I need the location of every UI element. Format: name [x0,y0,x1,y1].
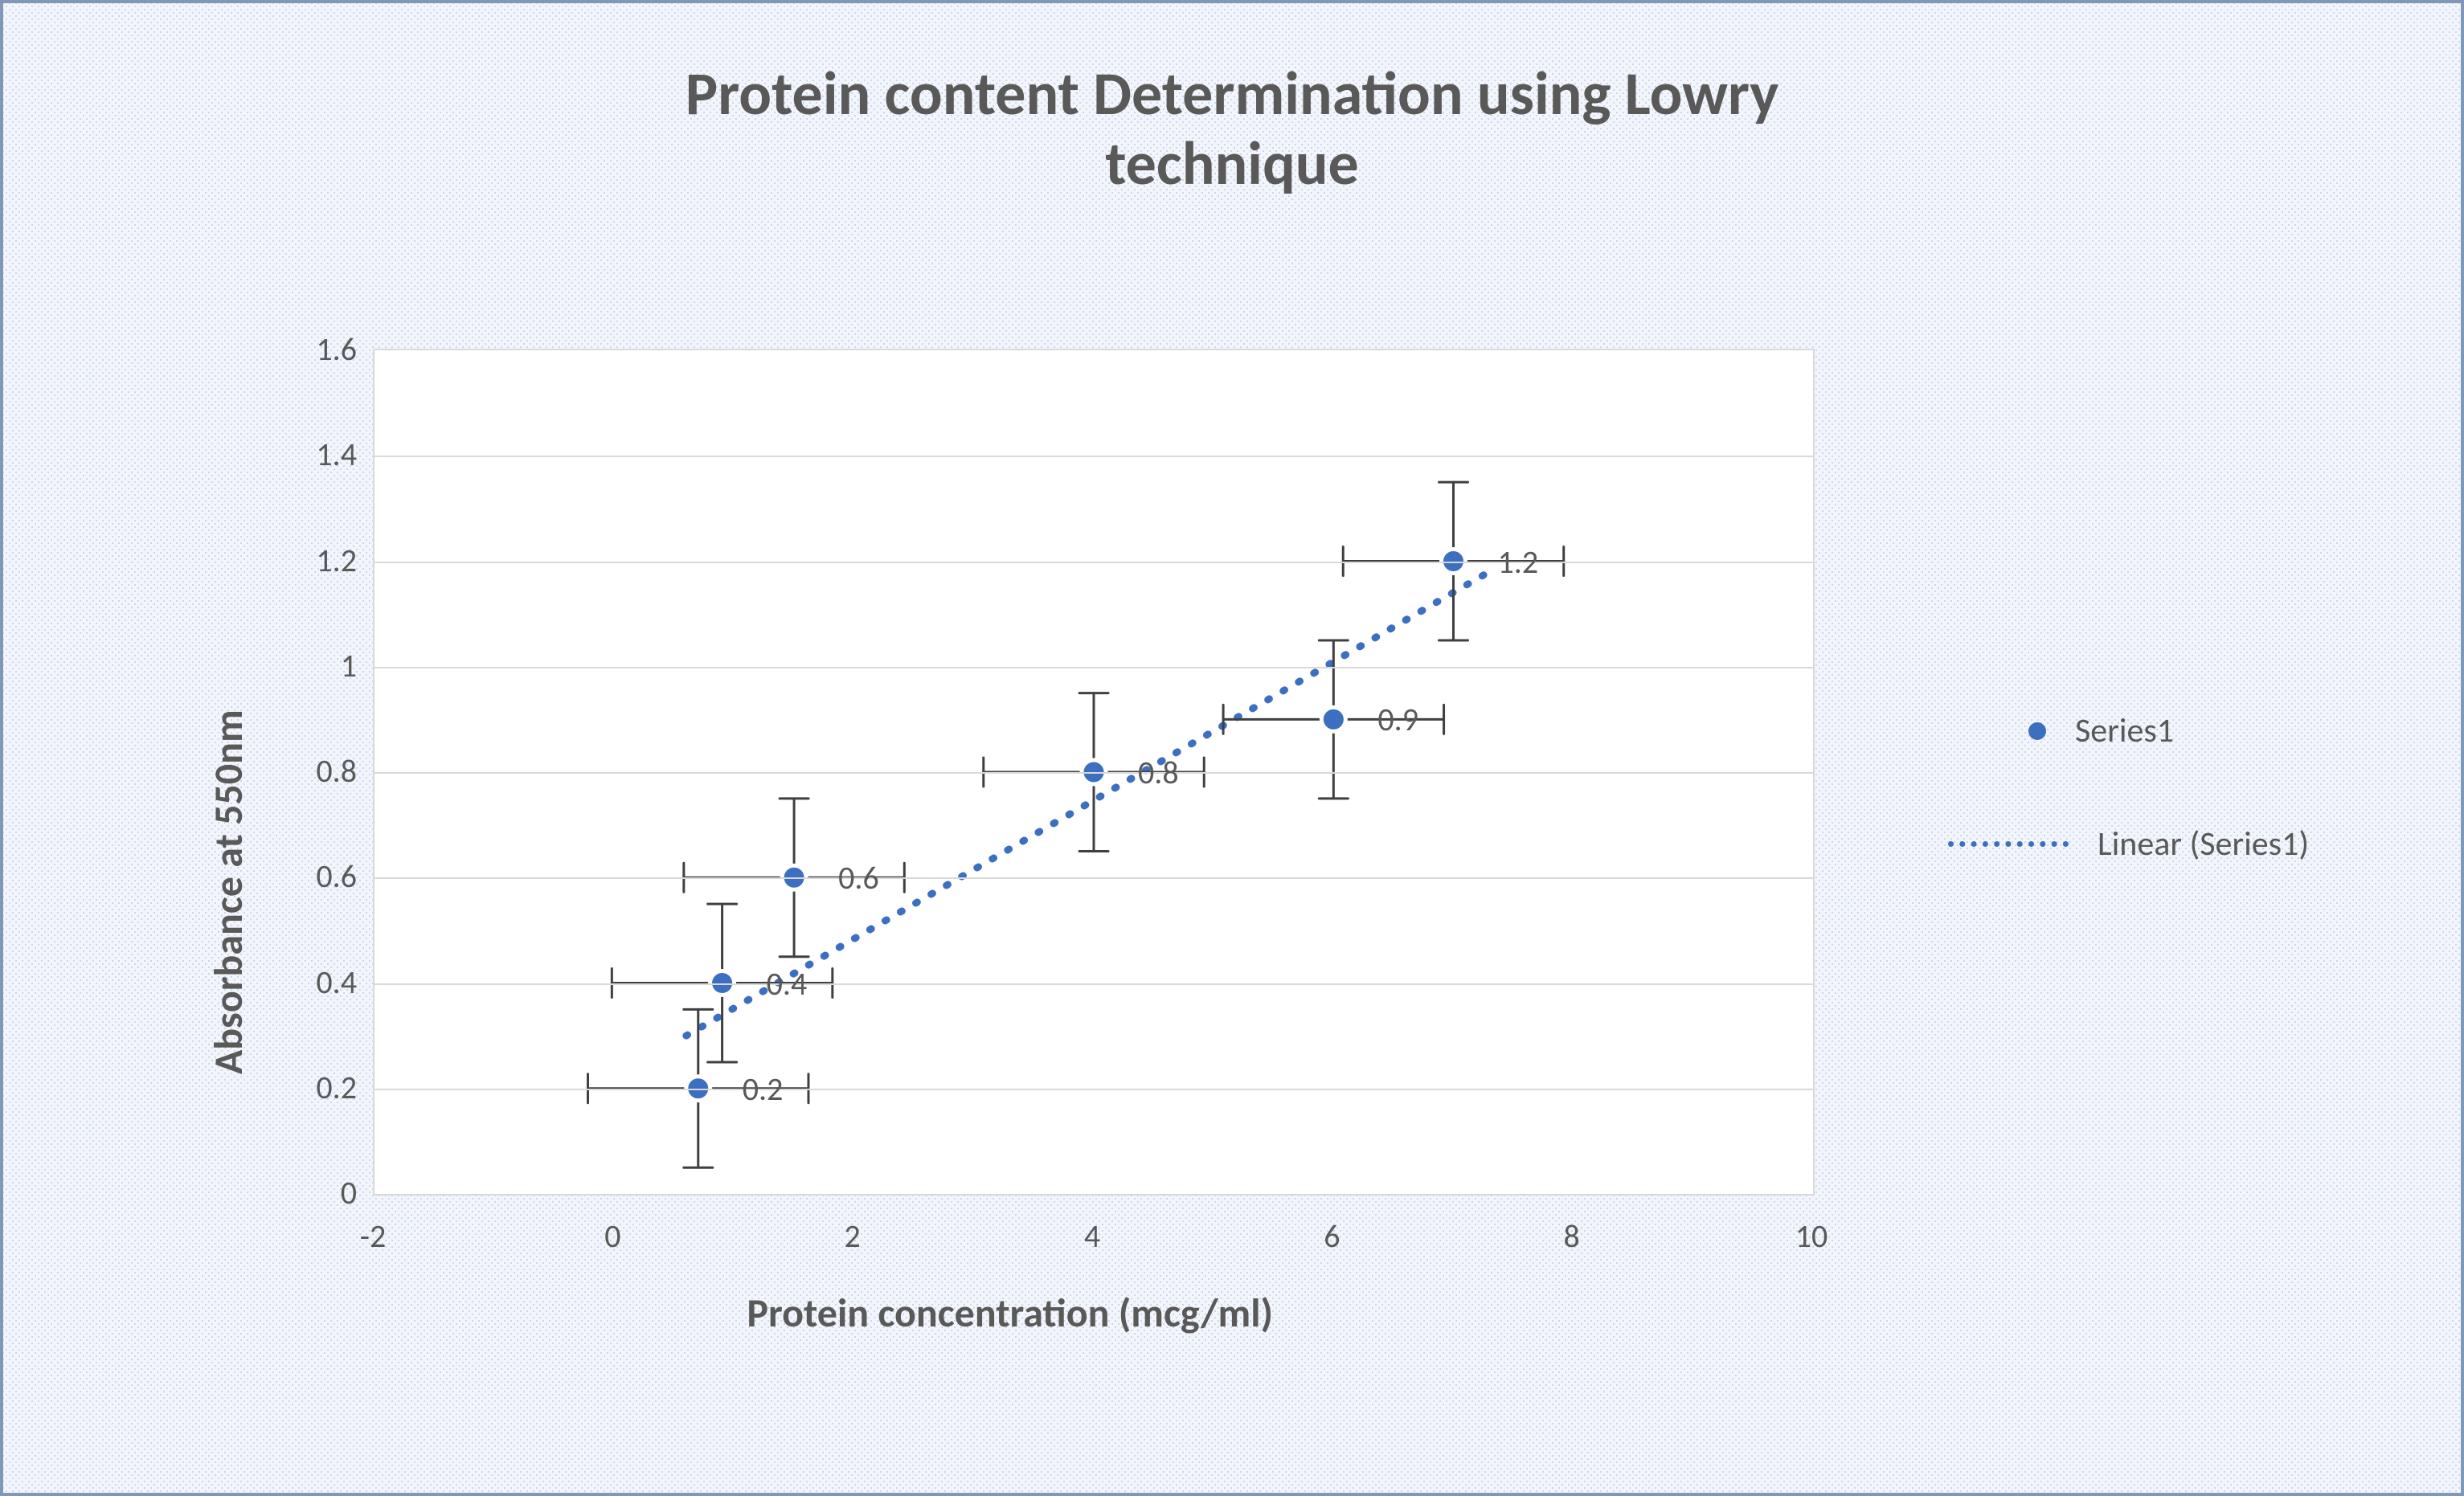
chart-title: Protein content Determination using Lowr… [686,59,1779,200]
x-tick-label: 0 [604,1216,620,1256]
chart-container: Protein content Determination using Lowr… [0,0,2464,1496]
grid-line [375,877,1813,879]
y-tick-label: 0.8 [284,751,357,791]
grid-line [375,667,1813,668]
plot-area: 0.2 0.4 0.6 0.8 0.9 1.2 [373,349,1815,1196]
legend: Series1 Linear (Series1) [1948,710,2309,937]
x-tick-label: -2 [360,1216,387,1256]
x-tick-label: 4 [1084,1216,1100,1256]
y-tick-label: 1.4 [284,435,357,474]
data-label: 0.9 [1377,700,1418,739]
data-label: 0.4 [767,964,808,1003]
legend-item: Series1 [1948,710,2309,751]
y-tick-label: 0.4 [284,963,357,1002]
x-tick-label: 10 [1795,1216,1828,1256]
legend-label: Linear (Series1) [2098,824,2309,864]
x-tick-label: 8 [1564,1216,1580,1256]
data-label: 1.2 [1498,542,1539,582]
data-label: 0.8 [1138,753,1179,792]
legend-marker-dot [2028,722,2046,740]
y-tick-label: 1.6 [284,329,357,369]
legend-item: Linear (Series1) [1948,824,2309,864]
data-point [1321,707,1345,731]
x-axis-label: Protein concentration (mcg/ml) [747,1289,1273,1338]
x-tick-label: 6 [1324,1216,1340,1256]
grid-line [375,1089,1813,1090]
y-tick-label: 1 [284,646,357,685]
grid-line [375,983,1813,985]
x-tick-label: 2 [845,1216,861,1256]
data-label: 0.6 [838,858,879,897]
grid-line [375,772,1813,774]
data-label: 0.2 [743,1069,784,1109]
legend-marker-line [1948,841,2069,847]
y-axis-label: Absorbance at 550nm [204,709,253,1074]
grid-line [375,562,1813,563]
y-tick-label: 0 [284,1173,357,1212]
y-tick-label: 0.2 [284,1068,357,1107]
y-tick-label: 1.2 [284,541,357,580]
grid-line [375,456,1813,457]
legend-label: Series1 [2075,710,2174,751]
y-tick-label: 0.6 [284,856,357,896]
